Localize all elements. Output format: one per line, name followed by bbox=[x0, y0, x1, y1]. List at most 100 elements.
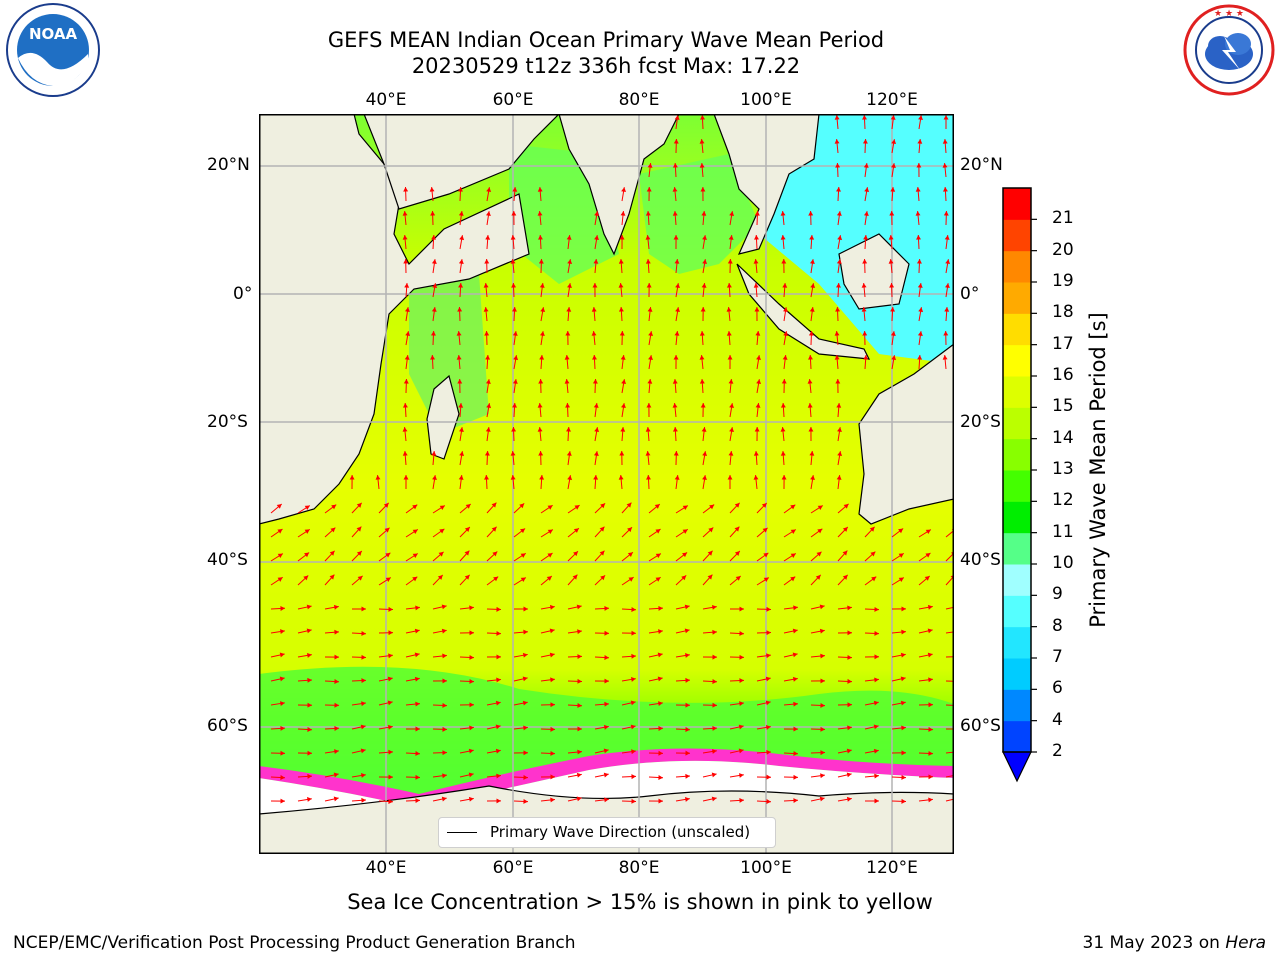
wave-arrow-head bbox=[277, 577, 283, 582]
wave-arrow-head bbox=[808, 427, 814, 432]
wave-arrow-head bbox=[547, 553, 553, 558]
wave-arrow-head bbox=[383, 502, 389, 508]
wave-arrow-head bbox=[442, 726, 447, 732]
colorbar-tick-label: 19 bbox=[1052, 271, 1074, 291]
wave-arrow-head bbox=[594, 427, 600, 433]
wave-arrow-head bbox=[550, 726, 555, 732]
wave-arrow-head bbox=[388, 749, 393, 755]
wave-arrow-head bbox=[817, 505, 823, 510]
wave-arrow-head bbox=[766, 774, 771, 780]
wave-arrow-head bbox=[577, 749, 582, 755]
wave-arrow-head bbox=[522, 700, 528, 706]
wave-arrow-head bbox=[459, 427, 464, 432]
colorbar-tick-label: 2 bbox=[1052, 741, 1063, 761]
wave-arrow-head bbox=[538, 451, 544, 456]
wave-arrow-head bbox=[415, 605, 420, 611]
wave-arrow-head bbox=[837, 451, 843, 457]
colorbar-segment bbox=[1003, 188, 1031, 220]
wave-arrow-head bbox=[861, 283, 867, 288]
wave-arrow-head bbox=[483, 307, 489, 312]
wave-arrow-head bbox=[438, 551, 444, 557]
colorbar-tick-label: 18 bbox=[1052, 302, 1074, 323]
wave-arrow-head bbox=[402, 211, 408, 216]
wave-arrow-head bbox=[942, 163, 948, 168]
wave-arrow-head bbox=[414, 676, 420, 682]
wave-arrow-head bbox=[349, 475, 355, 480]
wave-arrow-head bbox=[901, 629, 906, 635]
wave-arrow-head bbox=[549, 604, 555, 610]
wave-arrow-head bbox=[631, 607, 636, 612]
wave-arrow-head bbox=[782, 283, 788, 288]
wave-arrow-head bbox=[631, 630, 636, 636]
wave-arrow-head bbox=[781, 259, 787, 264]
wave-arrow-head bbox=[565, 331, 571, 336]
wave-arrow-head bbox=[754, 307, 760, 312]
wave-arrow-head bbox=[916, 163, 922, 168]
wave-arrow-head bbox=[734, 526, 740, 532]
colorbar-segment bbox=[1003, 595, 1031, 628]
wave-arrow-head bbox=[820, 726, 825, 732]
wave-arrow-head bbox=[496, 773, 501, 779]
colorbar-tick-label: 13 bbox=[1052, 459, 1074, 479]
svg-text:NOAA: NOAA bbox=[29, 25, 78, 43]
wave-arrow-head bbox=[898, 528, 904, 534]
wave-arrow-head bbox=[655, 553, 661, 559]
wave-arrow-head bbox=[307, 773, 312, 779]
wave-arrow-head bbox=[618, 283, 624, 288]
wave-arrow-head bbox=[361, 654, 366, 660]
wave-arrow-head bbox=[441, 628, 447, 634]
wave-arrow-head bbox=[916, 259, 922, 264]
wave-arrow-head bbox=[523, 750, 528, 756]
wave-arrow-head bbox=[334, 679, 339, 684]
wave-arrow-head bbox=[658, 605, 663, 611]
wave-arrow-head bbox=[402, 403, 408, 408]
wave-arrow-head bbox=[631, 653, 636, 659]
wave-arrow-head bbox=[738, 724, 744, 730]
wave-arrow-head bbox=[547, 529, 553, 535]
wave-arrow-head bbox=[890, 307, 895, 312]
wave-arrow-head bbox=[539, 355, 545, 360]
wave-arrow-head bbox=[457, 379, 463, 384]
wave-arrow-head bbox=[756, 379, 762, 385]
lon-label-top-100e: 100°E bbox=[740, 90, 792, 110]
wave-arrow-head bbox=[645, 235, 651, 240]
map-legend: Primary Wave Direction (unscaled) bbox=[438, 817, 776, 848]
wave-arrow-head bbox=[547, 505, 553, 510]
colorbar-tick-label: 17 bbox=[1052, 333, 1074, 354]
colorbar-underflow-triangle bbox=[1002, 751, 1032, 783]
wave-arrow-head bbox=[701, 427, 707, 432]
nws-logo: ★ ★ ★ bbox=[1183, 4, 1275, 96]
colorbar-segment bbox=[1003, 626, 1031, 659]
wave-arrow-head bbox=[734, 551, 740, 556]
wave-arrow-head bbox=[862, 259, 868, 264]
wave-arrow-head bbox=[523, 774, 528, 780]
wave-arrow-head bbox=[431, 259, 437, 264]
wave-arrow-head bbox=[539, 283, 545, 288]
lon-label-bottom-40e: 40°E bbox=[365, 858, 407, 878]
wave-arrow-head bbox=[654, 504, 660, 509]
wave-arrow-head bbox=[648, 331, 654, 337]
wave-arrow-head bbox=[458, 211, 464, 216]
wave-arrow-head bbox=[925, 553, 931, 558]
wave-arrow-head bbox=[753, 451, 759, 456]
wave-arrow-head bbox=[280, 606, 285, 611]
wave-arrow-head bbox=[944, 307, 950, 312]
wave-arrow-head bbox=[674, 115, 680, 120]
indonesia-cyan-patch bbox=[759, 114, 954, 364]
wave-arrow-head bbox=[549, 628, 555, 634]
legend-label: Primary Wave Direction (unscaled) bbox=[490, 823, 751, 841]
wave-arrow-head bbox=[631, 749, 636, 755]
wave-arrow-head bbox=[619, 331, 625, 336]
colorbar-tick-label: 8 bbox=[1052, 615, 1063, 636]
wave-arrow bbox=[945, 529, 954, 538]
wave-arrow-head bbox=[599, 526, 605, 532]
wave-arrow-head bbox=[483, 283, 489, 288]
wave-arrow-head bbox=[464, 550, 470, 556]
wave-arrow-head bbox=[712, 725, 717, 731]
wave-arrow-head bbox=[512, 187, 518, 192]
wave-arrow-head bbox=[836, 187, 841, 192]
wave-arrow-head bbox=[572, 574, 578, 580]
wave-arrow-head bbox=[847, 702, 852, 708]
wave-arrow-head bbox=[511, 211, 517, 216]
wave-arrow-head bbox=[469, 630, 474, 636]
